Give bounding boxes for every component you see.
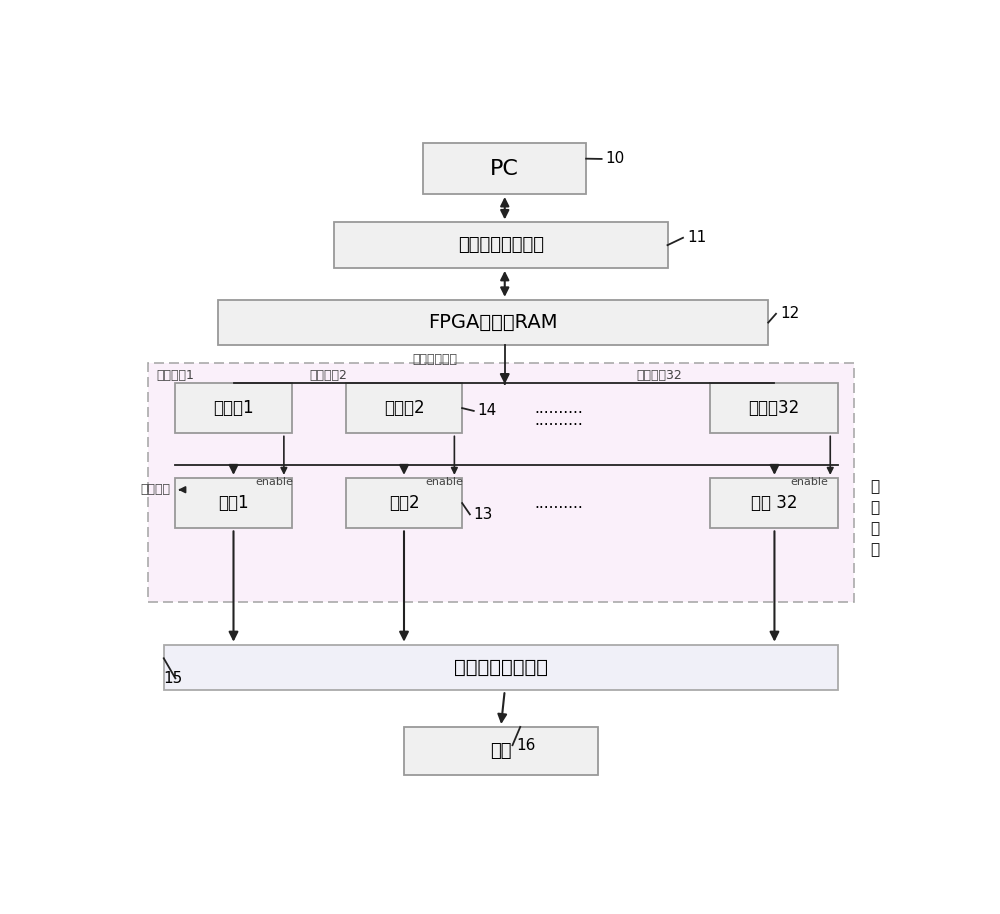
Text: 延时参数32: 延时参数32	[637, 368, 682, 381]
Text: 高压脉冲形成模块: 高压脉冲形成模块	[454, 658, 548, 677]
Text: enable: enable	[426, 477, 464, 487]
Text: enable: enable	[790, 477, 828, 487]
Text: 13: 13	[474, 507, 493, 522]
Text: enable: enable	[255, 477, 293, 487]
Text: ..........: ..........	[535, 495, 583, 511]
Text: 通道2: 通道2	[389, 494, 419, 512]
Text: ..........: ..........	[535, 400, 583, 416]
Text: 14: 14	[478, 403, 497, 419]
Text: 延时参数加载: 延时参数加载	[413, 353, 458, 366]
Text: 波形参数: 波形参数	[140, 484, 170, 496]
Text: 计数捣32: 计数捣32	[748, 399, 800, 417]
Text: 延时参数2: 延时参数2	[309, 368, 347, 381]
Text: 通道 32: 通道 32	[751, 494, 797, 512]
Text: ..........: ..........	[535, 413, 583, 429]
Bar	[164, 644, 838, 690]
Text: FPGA片内块RAM: FPGA片内块RAM	[428, 314, 558, 332]
Text: 10: 10	[606, 152, 625, 166]
Text: 11: 11	[687, 230, 706, 245]
Text: 15: 15	[164, 671, 183, 686]
Text: 12: 12	[780, 306, 799, 322]
Bar	[404, 727, 598, 775]
Bar	[218, 300, 768, 345]
Bar	[710, 478, 838, 528]
Text: 探头: 探头	[490, 742, 512, 760]
Text: 通道1: 通道1	[218, 494, 249, 512]
Bar	[334, 222, 668, 268]
Bar	[710, 383, 838, 433]
Bar	[175, 478, 292, 528]
Text: 延
时
控
制: 延 时 控 制	[871, 479, 880, 557]
Text: 16: 16	[516, 738, 536, 753]
Text: 计数器2: 计数器2	[384, 399, 424, 417]
Text: 延时参数1: 延时参数1	[156, 368, 194, 381]
Bar	[148, 363, 854, 602]
Bar	[346, 383, 462, 433]
Bar	[175, 383, 292, 433]
Bar	[346, 478, 462, 528]
Text: PC: PC	[490, 159, 519, 179]
Bar	[423, 143, 586, 194]
Text: 延时参数读写总线: 延时参数读写总线	[458, 236, 544, 254]
Text: 计数器1: 计数器1	[213, 399, 254, 417]
